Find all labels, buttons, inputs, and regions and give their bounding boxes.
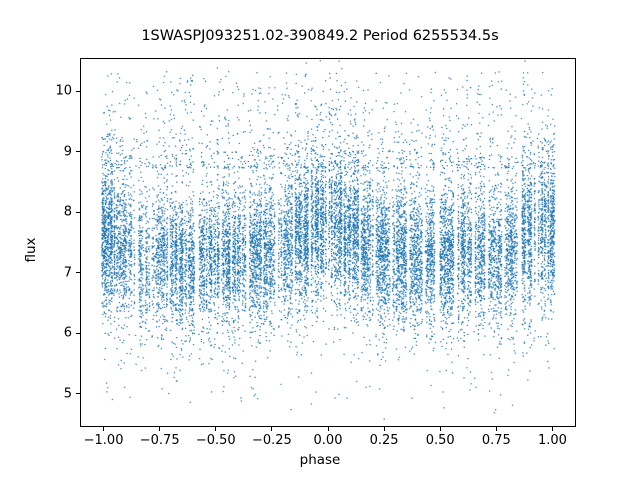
x-tick-label: −0.25 <box>251 433 292 448</box>
x-tick-label: −0.75 <box>139 433 180 448</box>
y-tick-mark <box>76 332 80 334</box>
x-tick-label: 0.00 <box>313 433 343 448</box>
x-tick-label: 0.25 <box>369 433 399 448</box>
y-tick-label: 7 <box>63 265 72 281</box>
x-tick-mark <box>159 427 161 431</box>
x-tick-mark <box>551 427 554 431</box>
plot-area <box>80 58 576 427</box>
y-tick-label: 6 <box>63 325 72 341</box>
x-tick-mark <box>271 427 273 431</box>
x-tick-mark <box>383 427 385 431</box>
y-tick-label: 10 <box>55 83 72 99</box>
x-tick-mark <box>439 427 441 431</box>
x-tick-mark <box>103 427 105 431</box>
y-tick-label: 9 <box>63 144 72 160</box>
x-axis-label: phase <box>299 452 341 468</box>
y-tick-mark <box>76 90 80 92</box>
x-tick-label: 0.50 <box>425 433 455 448</box>
x-tick-label: 0.75 <box>481 433 511 448</box>
x-tick-label: 1.00 <box>537 433 567 448</box>
x-tick-mark <box>327 427 329 431</box>
x-tick-label: −0.50 <box>195 433 236 448</box>
y-tick-label: 8 <box>63 204 72 220</box>
y-tick-mark <box>76 211 80 213</box>
page-title: 1SWASPJ093251.02-390849.2 Period 6255534… <box>141 28 499 44</box>
x-tick-label: −1.00 <box>83 433 124 448</box>
y-tick-mark <box>76 272 80 274</box>
x-tick-mark <box>495 427 497 431</box>
y-tick-label: 5 <box>63 386 72 402</box>
y-tick-mark <box>76 393 80 395</box>
x-tick-mark <box>215 427 217 431</box>
y-tick-mark <box>76 151 80 153</box>
scatter-plot-canvas <box>81 59 575 426</box>
